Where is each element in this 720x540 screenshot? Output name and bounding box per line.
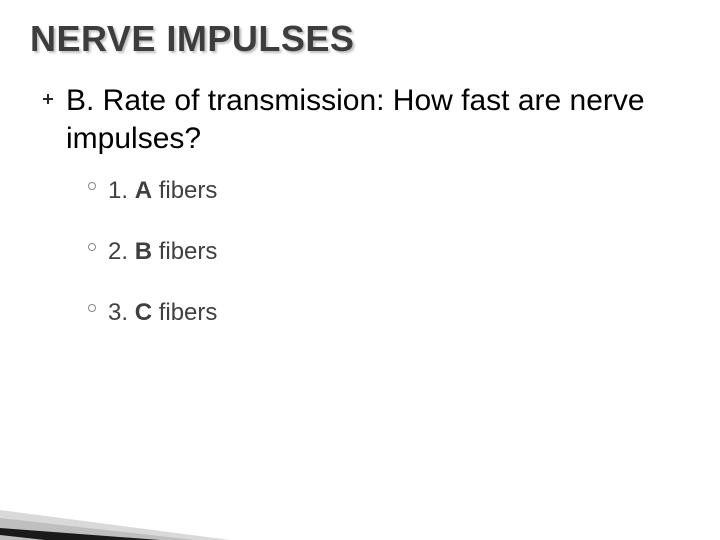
sub-bullet-suffix: fibers [152, 177, 217, 204]
slide-title: NERVE IMPULSES [30, 18, 690, 60]
diag-light [0, 510, 230, 540]
sub-bullet-prefix: 2. [108, 238, 135, 265]
sub-bullet: 2. B fibers [88, 236, 690, 267]
plus-marker-icon [42, 93, 54, 105]
plus-h [43, 98, 53, 100]
slide: NERVE IMPULSES B. Rate of transmission: … [0, 0, 720, 540]
sub-bullet-bold: B [135, 238, 152, 265]
sub-bullet-suffix: fibers [152, 299, 217, 326]
ring-marker-icon [88, 182, 96, 190]
main-bullet-text: B. Rate of transmission: How fast are ne… [66, 82, 690, 157]
sub-bullet: 3. C fibers [88, 297, 690, 328]
sub-bullet-text: 3. C fibers [108, 297, 217, 328]
sub-bullet: 1. A fibers [88, 175, 690, 206]
diag-mid [0, 518, 195, 540]
sub-bullet-list: 1. A fibers2. B fibers3. C fibers [88, 175, 690, 329]
sub-bullet-prefix: 1. [108, 177, 135, 204]
sub-bullet-prefix: 3. [108, 299, 135, 326]
corner-decoration [0, 450, 720, 540]
ring-marker-icon [88, 304, 96, 312]
ring-marker-wrap [88, 175, 108, 190]
diag-dark [0, 528, 160, 540]
ring-marker-wrap [88, 236, 108, 251]
sub-bullet-bold: A [135, 177, 152, 204]
bullet-marker-wrap [42, 82, 66, 110]
main-bullet: B. Rate of transmission: How fast are ne… [42, 82, 690, 157]
sub-bullet-suffix: fibers [152, 238, 217, 265]
sub-bullet-bold: C [135, 299, 152, 326]
sub-bullet-text: 2. B fibers [108, 236, 217, 267]
ring-marker-icon [88, 243, 96, 251]
ring-marker-wrap [88, 297, 108, 312]
sub-bullet-text: 1. A fibers [108, 175, 217, 206]
